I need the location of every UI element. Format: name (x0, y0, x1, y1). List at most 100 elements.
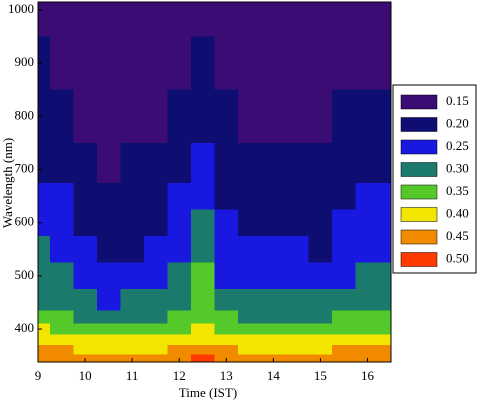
contour-cell (96, 209, 121, 237)
contour-cell (49, 289, 74, 311)
contour-cell (167, 289, 192, 311)
contour-cell (308, 310, 333, 325)
contour-cell (49, 36, 74, 91)
contour-cell (355, 142, 380, 184)
legend-swatch (400, 94, 438, 110)
contour-cell (167, 323, 192, 335)
contour-cell (73, 310, 98, 325)
contour-cell (214, 262, 239, 290)
contour-cell (96, 310, 121, 325)
contour-cell (38, 354, 51, 363)
contour-cell (167, 2, 192, 38)
contour-cell (285, 334, 310, 346)
contour-cell (143, 2, 168, 38)
contour-cell (308, 323, 333, 335)
contour-cell (49, 2, 74, 38)
contour-cell (73, 89, 98, 144)
contour-cell (49, 344, 74, 355)
contour-cell (96, 36, 121, 91)
contour-cell (73, 262, 98, 290)
legend-label: 0.40 (446, 205, 469, 220)
contour-cell (49, 262, 74, 290)
contour-cell (73, 235, 98, 264)
contour-cell (355, 334, 380, 346)
contour-cell (285, 344, 310, 355)
contour-cell (120, 262, 145, 290)
legend-label: 0.20 (446, 115, 469, 130)
contour-cell (143, 289, 168, 311)
contour-cell (49, 310, 74, 325)
contour-cell (379, 36, 392, 91)
contour-cell (167, 209, 192, 237)
contour-cell (190, 2, 215, 38)
contour-cell (73, 36, 98, 91)
contour-cell (308, 89, 333, 144)
contour-cell (355, 289, 380, 311)
contour-cell (73, 334, 98, 346)
contour-cell (308, 262, 333, 290)
contour-cell (355, 209, 380, 237)
contour-cell (355, 89, 380, 144)
contour-cell (49, 354, 74, 363)
plot-area (38, 2, 392, 363)
contour-cell (355, 323, 380, 335)
x-tick-label: 14 (267, 368, 281, 383)
contour-cell (355, 344, 380, 355)
contour-cell (38, 289, 51, 311)
contour-cell (261, 235, 286, 264)
legend-swatch (400, 117, 438, 132)
contour-cell (214, 142, 239, 184)
contour-cell (308, 182, 333, 210)
contour-cell (214, 344, 239, 355)
legend-label: 0.35 (446, 183, 469, 198)
x-tick-label: 13 (220, 368, 233, 383)
contour-cell (355, 182, 380, 210)
contour-cell (214, 289, 239, 311)
y-tick-label: 900 (15, 54, 35, 69)
x-tick-label: 15 (314, 368, 327, 383)
legend-swatch (400, 252, 438, 267)
contour-cell (332, 182, 357, 210)
contour-cell (308, 142, 333, 184)
contour-cell (96, 142, 121, 184)
contour-cell (332, 354, 357, 363)
contour-cell (120, 36, 145, 91)
contour-cell (120, 89, 145, 144)
contour-cell (190, 235, 215, 264)
contour-cell (38, 209, 51, 237)
contour-cell (238, 310, 263, 325)
contour-cell (285, 262, 310, 290)
contour-cell (261, 142, 286, 184)
contour-cell (332, 323, 357, 335)
contour-cell (167, 142, 192, 184)
contour-cell (73, 289, 98, 311)
contour-cell (261, 2, 286, 38)
legend-swatch (400, 162, 438, 177)
contour-cell (38, 310, 51, 325)
contour-cell (214, 209, 239, 237)
contour-cell (49, 209, 74, 237)
x-tick-label: 10 (79, 368, 92, 383)
contour-cell (214, 89, 239, 144)
contour-cell (261, 182, 286, 210)
y-tick-label: 600 (15, 214, 35, 229)
x-axis-label: Time (IST) (179, 385, 237, 400)
contour-cell (38, 344, 51, 355)
contour-cell (190, 310, 215, 325)
contour-cell (96, 354, 121, 363)
contour-cell (332, 262, 357, 290)
contour-cell (261, 262, 286, 290)
contour-cell (120, 2, 145, 38)
contour-cell (38, 89, 51, 144)
contour-cell (332, 310, 357, 325)
contour-cell (379, 89, 392, 144)
y-tick-label: 400 (15, 320, 35, 335)
contour-cell (96, 334, 121, 346)
legend-label: 0.45 (446, 228, 469, 243)
contour-cell (73, 209, 98, 237)
contour-cell (308, 344, 333, 355)
contour-cell (379, 182, 392, 210)
contour-cell (49, 323, 74, 335)
contour-cell (167, 235, 192, 264)
contour-cell (190, 289, 215, 311)
